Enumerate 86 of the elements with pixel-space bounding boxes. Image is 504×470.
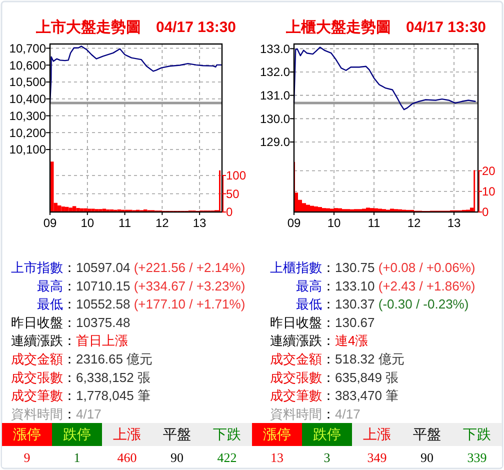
text: ：130.37 (-0.30 / -0.23%) xyxy=(322,296,469,312)
category-label: 跌停 xyxy=(63,426,91,442)
category-label: 資料時間 xyxy=(270,406,322,422)
text: ：4/17 xyxy=(322,406,360,422)
x-tick-label: 11 xyxy=(118,216,132,230)
text: ：10710.15 (+334.67 / +3.23%) xyxy=(63,278,246,294)
y-tick-label: 10,700 xyxy=(9,41,46,56)
y2-tick-label: 10 xyxy=(482,184,496,199)
text: ：首日上漲 xyxy=(63,333,128,348)
text: ：130.67 xyxy=(322,314,375,330)
category-label: 成交筆數 xyxy=(11,388,63,404)
y2-tick-label: 0 xyxy=(482,205,489,220)
text: ：130.75 (+0.08 / +0.06%) xyxy=(322,260,476,275)
data-label: 9 xyxy=(24,450,30,465)
category-label: 成交金額 xyxy=(11,352,63,366)
data-label: 90 xyxy=(170,450,184,465)
category-label: 昨日收盤 xyxy=(270,314,322,330)
x-tick-label: 11 xyxy=(368,216,381,230)
category-label: 最低 xyxy=(37,296,63,312)
text: ：6,338,152 張 xyxy=(63,370,150,385)
category-label: 成交金額 xyxy=(270,352,322,366)
category-label: 成交筆數 xyxy=(270,388,322,404)
x-tick-label: 13 xyxy=(447,216,461,230)
y-tick-label: 131.0 xyxy=(260,88,290,103)
data-label: 3 xyxy=(324,450,330,465)
category-label: 資料時間 xyxy=(11,406,63,422)
data-label: 1 xyxy=(74,450,80,465)
y-tick-label: 130.0 xyxy=(260,112,290,126)
category-label: 成交張數 xyxy=(270,370,322,385)
text: ：635,849 張 xyxy=(322,370,399,385)
x-tick-label: 09 xyxy=(43,216,57,230)
data-label: 460 xyxy=(117,450,137,465)
data-label: 422 xyxy=(217,450,237,465)
y2-tick-label: 100 xyxy=(226,168,246,183)
category-label: 上漲 xyxy=(113,426,141,442)
x-tick-label: 10 xyxy=(327,216,341,230)
text: ：133.10 (+2.43 / +1.86%) xyxy=(322,278,476,294)
y-tick-label: 10,200 xyxy=(9,126,46,140)
data-label: 90 xyxy=(420,450,434,465)
category-label: 漲停 xyxy=(263,426,291,442)
text: ：2316.65 億元 xyxy=(63,352,153,366)
y-tick-label: 129.0 xyxy=(260,135,290,150)
text: ：1,778,045 筆 xyxy=(63,388,150,404)
data-label: 349 xyxy=(367,450,387,465)
text: ：518.32 億元 xyxy=(322,352,404,366)
category-label: 下跌 xyxy=(213,426,241,442)
category-label: 昨日收盤 xyxy=(11,314,63,330)
x-tick-label: 12 xyxy=(407,216,421,230)
x-tick-label: 09 xyxy=(287,216,301,230)
category-label: 跌停 xyxy=(313,426,341,442)
category-label: 連續漲跌 xyxy=(270,333,322,348)
chart-title: 上市大盤走勢圖 04/17 13:30 xyxy=(34,18,236,36)
category-label: 最高 xyxy=(37,278,63,294)
category-label: 平盤 xyxy=(413,426,441,442)
category-label: 成交張數 xyxy=(11,370,63,385)
x-tick-label: 10 xyxy=(80,216,94,230)
text: ：383,470 筆 xyxy=(322,388,399,404)
x-tick-label: 12 xyxy=(155,216,170,230)
data-label: 339 xyxy=(467,450,487,465)
text: ：10375.48 xyxy=(63,314,130,330)
y2-tick-label: 50 xyxy=(226,186,240,201)
y2-tick-label: 0 xyxy=(226,205,233,220)
category-label: 上櫃指數 xyxy=(270,260,322,275)
category-label: 漲停 xyxy=(13,426,41,442)
y-tick-label: 133.0 xyxy=(260,42,290,56)
y2-tick-label: 20 xyxy=(482,164,496,178)
y-tick-label: 10,400 xyxy=(9,92,46,106)
category-label: 下跌 xyxy=(463,426,491,442)
text: ：10552.58 (+177.10 / +1.71%) xyxy=(63,296,246,312)
data-label: 13 xyxy=(270,450,284,465)
category-label: 上漲 xyxy=(363,426,391,442)
category-label: 平盤 xyxy=(163,426,191,442)
category-label: 上市指數 xyxy=(11,260,63,275)
y-tick-label: 10,100 xyxy=(9,142,46,157)
category-label: 最高 xyxy=(296,278,322,294)
text: ：連4漲 xyxy=(322,333,368,348)
text: ：4/17 xyxy=(63,406,102,422)
y-tick-label: 132.0 xyxy=(260,65,290,80)
y-tick-label: 10,600 xyxy=(9,58,46,72)
text: ：10597.04 (+221.56 / +2.14%) xyxy=(63,260,246,275)
category-label: 連續漲跌 xyxy=(11,333,63,348)
x-tick-label: 13 xyxy=(192,216,207,230)
category-label: 最低 xyxy=(296,296,322,312)
y-tick-label: 10,300 xyxy=(9,108,46,123)
chart-title: 上櫃大盤走勢圖 04/17 13:30 xyxy=(284,19,486,36)
y-tick-label: 10,500 xyxy=(9,75,46,90)
